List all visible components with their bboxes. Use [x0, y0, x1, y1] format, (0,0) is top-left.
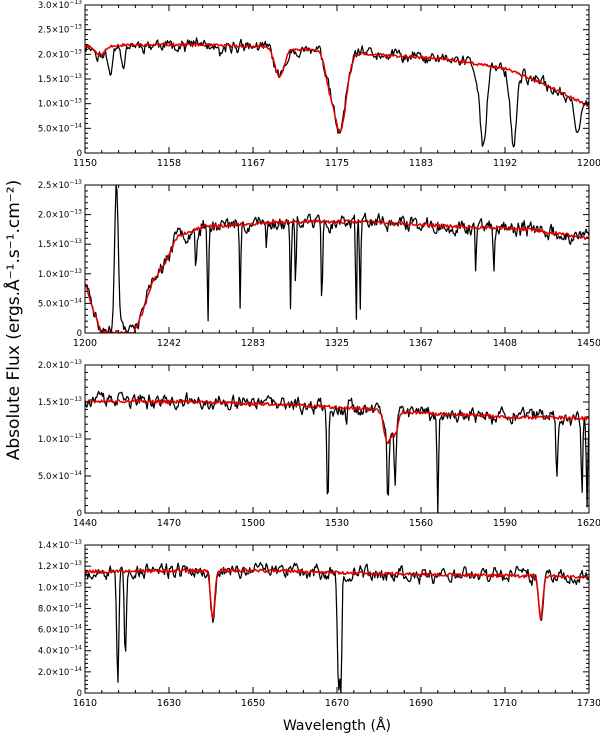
- y-tick-label: 2.0×10−14: [38, 666, 82, 678]
- panel-4: 1610 1630 1650 1670 1690 1710 1730 0 2.0×10−14 4.…: [38, 539, 600, 709]
- model-spectrum-line: [85, 219, 589, 333]
- x-tick-label: 1470: [157, 518, 181, 529]
- y-tick-label: 4.0×10−14: [38, 645, 82, 657]
- y-tick-label: 2.5×10−13: [38, 24, 82, 36]
- y-tick-label: 5.0×10−14: [38, 297, 82, 309]
- y-tick-label: 1.5×10−13: [38, 73, 82, 85]
- y-tick-label: 3.0×10−13: [38, 0, 82, 11]
- y-tick-label: 5.0×10−14: [38, 470, 82, 482]
- x-tick-label: 1150: [73, 158, 97, 169]
- x-tick-label: 1630: [157, 698, 181, 709]
- x-tick-label: 1610: [73, 698, 97, 709]
- panel-1-plot-area: [85, 37, 589, 148]
- x-tick-label: 1710: [493, 698, 517, 709]
- panel-1: 1150 1158 1167 1175 1183 1192 1200 0 5.0×10−14 1.…: [38, 0, 600, 169]
- y-tick-label: 0: [77, 149, 82, 159]
- model-spectrum-line: [85, 568, 589, 621]
- x-tick-label: 1670: [325, 698, 349, 709]
- x-tick-label: 1440: [73, 518, 97, 529]
- y-tick-label: 6.0×10−14: [38, 624, 82, 636]
- y-tick-label: 1.0×10−13: [38, 268, 82, 280]
- x-axis-title: Wavelength (Å): [283, 717, 391, 734]
- x-tick-label: 1200: [577, 158, 600, 169]
- y-tick-label: 1.2×10−13: [38, 560, 82, 572]
- y-tick-label: 2.0×10−13: [38, 48, 82, 60]
- y-tick-label: 8.0×10−14: [38, 602, 82, 614]
- x-tick-label: 1590: [493, 518, 517, 529]
- x-tick-label: 1167: [241, 158, 265, 169]
- x-tick-label: 1325: [325, 338, 349, 349]
- x-tick-label: 1367: [409, 338, 433, 349]
- x-tick-label: 1158: [157, 158, 181, 169]
- x-tick-label: 1200: [73, 338, 97, 349]
- panel-3: 1440 1470 1500 1530 1560 1590 1620 0 5.0×10−14 1.…: [38, 359, 600, 529]
- x-tick-label: 1500: [241, 518, 265, 529]
- panel-4-plot-area: [85, 561, 589, 693]
- y-tick-label: 2.0×10−13: [38, 359, 82, 371]
- x-tick-label: 1560: [409, 518, 433, 529]
- y-tick-label: 1.5×10−13: [38, 238, 82, 250]
- x-tick-label: 1620: [577, 518, 600, 529]
- panel-2: 1200 1242 1283 1325 1367 1408 1450 0 5.0×10−14 1.…: [38, 179, 600, 349]
- x-tick-label: 1730: [577, 698, 600, 709]
- model-spectrum-line: [85, 398, 589, 445]
- panel-2-plot-area: [85, 185, 589, 333]
- y-tick-label: 1.4×10−13: [38, 539, 82, 551]
- x-tick-label: 1450: [577, 338, 600, 349]
- x-tick-label: 1530: [325, 518, 349, 529]
- y-axis-title: Absolute Flux (ergs.Å⁻¹.s⁻¹.cm⁻²): [2, 180, 24, 460]
- panel-2-frame: [84, 184, 590, 334]
- y-tick-label: 0: [77, 509, 82, 519]
- panel-3-plot-area: [85, 390, 589, 513]
- x-tick-label: 1183: [409, 158, 433, 169]
- y-tick-label: 0: [77, 689, 82, 699]
- y-tick-label: 1.5×10−13: [38, 396, 82, 408]
- panels: 1150 1158 1167 1175 1183 1192 120005.0×10−141.…: [38, 0, 600, 709]
- observed-spectrum-line: [85, 185, 589, 333]
- x-tick-label: 1408: [493, 338, 517, 349]
- x-tick-label: 1283: [241, 338, 265, 349]
- panel-3-frame: [84, 364, 590, 514]
- x-tick-label: 1242: [157, 338, 181, 349]
- y-tick-label: 1.0×10−13: [38, 98, 82, 110]
- observed-spectrum-line: [85, 561, 589, 693]
- y-tick-label: 5.0×10−14: [38, 122, 82, 134]
- y-tick-label: 0: [77, 329, 82, 339]
- x-tick-label: 1192: [493, 158, 517, 169]
- y-tick-label: 2.5×10−13: [38, 179, 82, 191]
- model-spectrum-line: [85, 42, 589, 133]
- x-tick-label: 1650: [241, 698, 265, 709]
- observed-spectrum-line: [85, 390, 589, 513]
- observed-spectrum-line: [85, 37, 589, 148]
- y-tick-label: 2.0×10−13: [38, 209, 82, 221]
- y-tick-label: 1.0×10−13: [38, 581, 82, 593]
- x-tick-label: 1690: [409, 698, 433, 709]
- y-tick-label: 1.0×10−13: [38, 433, 82, 445]
- x-tick-label: 1175: [325, 158, 349, 169]
